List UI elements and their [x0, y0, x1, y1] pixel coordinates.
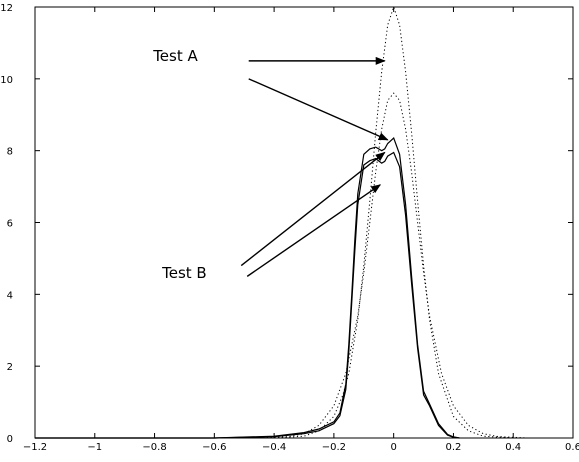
series-line-4 — [259, 92, 529, 439]
x-tick-label: 0.2 — [445, 442, 461, 453]
y-tick-label: 10 — [0, 75, 13, 86]
series-group — [35, 5, 529, 439]
y-tick-label: 4 — [7, 290, 13, 301]
x-tick-label: −0.6 — [202, 442, 226, 453]
annotation-arrow — [248, 78, 389, 141]
y-tick-label: 12 — [0, 3, 13, 14]
x-tick-label: 0.4 — [505, 442, 521, 453]
x-tick-label: −0.2 — [322, 442, 346, 453]
plot-frame — [34, 6, 574, 439]
axis-ticks: −1.2 −1 −0.8 −0.6 −0.4 −0.2 0 0.2 0.4 0.6 0 2 4 6 8 10 1… — [0, 3, 579, 453]
y-tick-label: 2 — [7, 362, 13, 373]
annotations-group: Test A Test B — [152, 47, 389, 282]
series-line-3 — [274, 5, 514, 439]
annotation-arrow — [246, 184, 382, 277]
annotation-label-1: Test A — [152, 47, 198, 65]
annotation-label-2: Test B — [161, 264, 207, 282]
y-tick-label: 6 — [7, 219, 13, 230]
x-tick-label: −1 — [87, 442, 102, 453]
series-line-2 — [35, 151, 460, 439]
annotation-arrow — [240, 151, 386, 267]
x-tick-label: −0.8 — [142, 442, 166, 453]
x-tick-label: −1.2 — [23, 442, 47, 453]
x-tick-label: −0.4 — [262, 442, 286, 453]
x-tick-label: 0.6 — [565, 442, 579, 453]
y-tick-label: 0 — [7, 434, 13, 445]
y-tick-label: 8 — [7, 147, 13, 158]
x-tick-label: 0 — [390, 442, 396, 453]
series-line-1 — [35, 137, 460, 439]
